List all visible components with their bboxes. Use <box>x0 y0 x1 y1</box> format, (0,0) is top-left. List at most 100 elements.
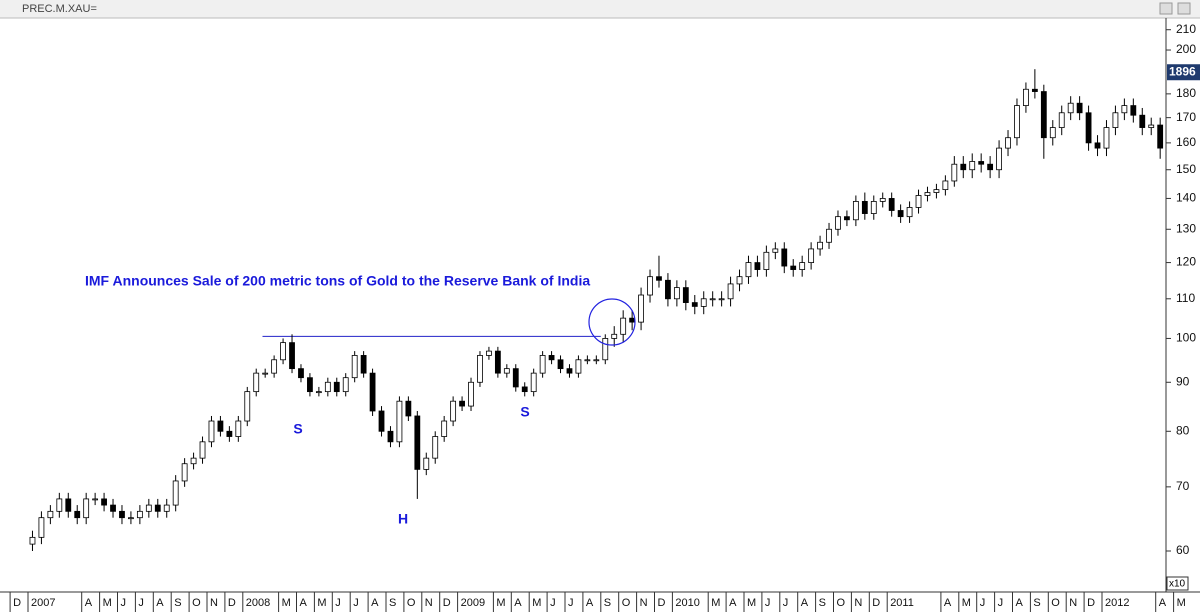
candle-body <box>351 355 358 379</box>
candle-body <box>593 359 600 362</box>
candle-body <box>315 391 322 394</box>
candle-body <box>181 463 188 482</box>
window-button[interactable] <box>1159 2 1173 15</box>
candle-body <box>253 372 260 393</box>
candle-body <box>826 228 832 243</box>
scale-note-box <box>1166 576 1189 591</box>
y-tick-label: 110 <box>1176 291 1195 305</box>
candle-body <box>414 415 421 470</box>
candle-body <box>870 201 877 214</box>
candle-body <box>360 355 367 374</box>
candle-body <box>450 400 457 422</box>
candle-body <box>83 498 90 519</box>
symbol-title: PREC.M.XAU= <box>22 3 97 15</box>
x-tick-label: N <box>640 597 648 609</box>
candle-body <box>47 510 54 519</box>
candle-body <box>298 368 304 379</box>
x-tick-label: S <box>174 597 181 609</box>
candle-body <box>566 368 573 374</box>
candle-body <box>477 355 483 383</box>
y-tick-label: 60 <box>1176 543 1190 557</box>
candle-body <box>602 338 609 361</box>
y-tick-label: 130 <box>1176 221 1196 235</box>
x-tick-label: M <box>103 597 112 609</box>
candle-body <box>790 265 797 270</box>
candle-body <box>486 350 492 356</box>
candle-body <box>307 377 313 393</box>
x-tick-label: M <box>1177 597 1186 609</box>
y-tick-label: 100 <box>1176 331 1196 345</box>
x-tick-label: O <box>622 597 631 609</box>
y-tick-label: 170 <box>1176 110 1196 124</box>
candle-body <box>1112 112 1119 128</box>
candle-body <box>584 359 591 362</box>
x-tick-label: J <box>121 597 127 609</box>
x-tick-label: 2007 <box>31 597 55 609</box>
x-tick-label: 2012 <box>1105 597 1129 609</box>
candle-body <box>709 298 716 301</box>
x-tick-label: D <box>443 597 451 609</box>
candle-body <box>1139 114 1146 128</box>
candle-body <box>1040 91 1047 139</box>
candle-body <box>915 195 922 208</box>
candle-body <box>226 430 233 437</box>
candle-body <box>378 410 385 432</box>
candle-body <box>933 189 940 193</box>
scale-note: x10 <box>1169 579 1186 590</box>
candle-body <box>1014 105 1020 139</box>
candle-body <box>539 355 546 374</box>
candle-body <box>38 517 45 538</box>
candle-body <box>333 381 340 393</box>
candle-body <box>987 163 994 171</box>
candle-body <box>208 420 215 443</box>
x-tick-label: M <box>282 597 291 609</box>
x-tick-label: N <box>1069 597 1077 609</box>
candle-body <box>154 504 161 512</box>
candle-body <box>1031 88 1038 92</box>
candle-body <box>808 248 815 263</box>
candle-body <box>136 510 143 519</box>
x-tick-label: J <box>783 597 789 609</box>
close-button[interactable] <box>1177 2 1191 15</box>
y-tick-label: 200 <box>1176 42 1196 56</box>
x-tick-label: A <box>1016 597 1024 609</box>
candle-body <box>324 381 331 393</box>
candle-body <box>110 504 116 512</box>
candle-body <box>128 517 134 520</box>
candle-body <box>656 276 662 281</box>
candle-body <box>799 262 806 270</box>
candle-body <box>503 368 510 374</box>
x-tick-label: A <box>156 597 164 609</box>
candle-body <box>441 420 448 437</box>
candle-body <box>405 400 412 417</box>
x-tick-label: S <box>604 597 611 609</box>
candle-body <box>772 248 779 253</box>
x-tick-label: S <box>819 597 826 609</box>
candle-body <box>781 248 788 267</box>
candle-body <box>172 480 179 506</box>
x-tick-label: D <box>658 597 666 609</box>
candle-body <box>620 317 627 335</box>
candle-body <box>530 372 537 393</box>
candle-body <box>271 359 278 374</box>
head-label: H <box>398 511 408 527</box>
y-tick-label: 70 <box>1176 479 1190 493</box>
candle-body <box>960 163 967 171</box>
candle-body <box>396 400 403 443</box>
highlight-circle <box>588 298 636 346</box>
x-tick-label: A <box>85 597 93 609</box>
candle-body <box>494 350 501 374</box>
candle-body <box>888 198 895 211</box>
y-tick-label: 120 <box>1176 255 1196 269</box>
x-tick-label: A <box>514 597 522 609</box>
candle-body <box>521 386 528 393</box>
candle-body <box>852 201 859 221</box>
candle-body <box>163 504 170 512</box>
candle-body <box>468 381 474 407</box>
x-tick-label: M <box>711 597 720 609</box>
candle-body <box>924 192 931 196</box>
x-tick-label: 2010 <box>675 597 699 609</box>
candle-body <box>1094 142 1101 149</box>
x-tick-label: O <box>192 597 201 609</box>
x-tick-label: S <box>1033 597 1040 609</box>
